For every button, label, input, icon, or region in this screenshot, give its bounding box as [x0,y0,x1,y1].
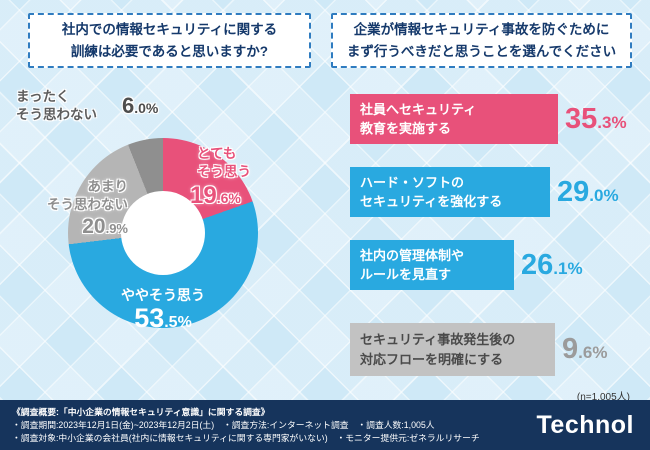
percent-fraction: .0% [134,100,159,116]
percent-integer: 53 [134,303,165,333]
bar-chart-title: 企業が情報セキュリティ事故を防ぐために まず行うべきだと思うことを選んでください [331,13,632,68]
percent-integer: 9 [562,333,579,365]
bar-row-hard-soft-security: ハード・ソフトの セキュリティを強化する 29.0% [350,167,619,217]
donut-label-somewhat-agree: ややそう思う [121,287,205,303]
percent-fraction: .5% [164,314,192,331]
technol-logo: Technol [536,411,634,439]
bar-incident-response-flow: セキュリティ事故発生後の 対応フローを明確にする [350,323,555,376]
percent-fraction: .6% [578,343,608,362]
bar-value-review-rules: 26.1% [521,248,583,281]
donut-chart [68,138,258,328]
footer: 《調査概要:「中小企業の情報セキュリティ意識」に関する調査》 ・調査期間:202… [0,400,650,450]
bar-chart: 社員へセキュリティ 教育を実施する 35.3% ハード・ソフトの セキュリティを… [350,94,648,394]
percent-integer: 35 [565,102,598,135]
survey-period-line: ・調査期間:2023年12月1日(金)~2023年12月2日(土) ・調査方法:… [12,420,435,431]
survey-details: 《調査概要:「中小企業の情報セキュリティ意識」に関する調査》 ・調査期間:202… [12,406,512,445]
bar-value-hard-soft-security: 29.0% [557,175,619,208]
bar-value-security-education: 35.3% [565,102,627,135]
donut-value-somewhat-agree: 53.5% [68,305,258,332]
bar-row-review-rules: 社内の管理体制や ルールを見直す 26.1% [350,240,583,290]
bar-row-incident-response-flow: セキュリティ事故発生後の 対応フローを明確にする 9.6% [350,323,607,376]
donut-value-somewhat-disagree: 20.9% [26,216,128,237]
survey-overview-line: 《調査概要:「中小企業の情報セキュリティ意識」に関する調査》 [12,407,270,417]
percent-fraction: .9% [105,221,128,236]
donut-label-somewhat-disagree: あまり そう思わない [47,179,128,212]
percent-fraction: .0% [589,185,619,205]
donut-chart-title: 社内での情報セキュリティに関する 訓練は必要であると思いますか? [28,13,311,68]
donut-label-strongly-disagree: まったく そう思わない [16,89,97,122]
bar-value-incident-response-flow: 9.6% [562,335,607,364]
percent-fraction: .3% [597,112,627,132]
bar-hard-soft-security: ハード・ソフトの セキュリティを強化する [350,167,550,217]
percent-integer: 20 [82,215,106,238]
percent-integer: 26 [521,248,554,281]
percent-integer: 6 [122,93,135,118]
percent-integer: 19 [190,182,217,209]
percent-fraction: .6% [216,190,241,206]
bar-review-rules: 社内の管理体制や ルールを見直す [350,240,514,290]
donut-label-strongly-agree: とても そう思う [197,146,251,179]
percent-fraction: .1% [553,258,583,278]
sample-size-note: (n=1,005人) [576,392,630,403]
donut-value-strongly-disagree: 6.0% [122,95,158,117]
survey-target-line: ・調査対象:中小企業の会社員(社内に情報セキュリティに関する専門家がいない) ・… [12,433,480,444]
bar-security-education: 社員へセキュリティ 教育を実施する [350,94,558,144]
percent-integer: 29 [557,175,590,208]
bar-row-security-education: 社員へセキュリティ 教育を実施する 35.3% [350,94,627,144]
donut-value-strongly-agree: 19.6% [190,184,241,208]
